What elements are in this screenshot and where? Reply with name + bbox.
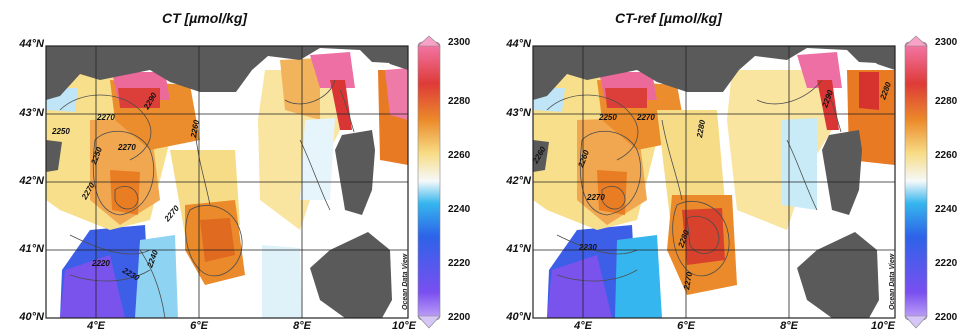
map-title: CT-ref [µmol/kg]: [615, 10, 722, 26]
lat-tick: 40°N: [506, 311, 531, 323]
field-red-tyrrhenian: [859, 72, 879, 110]
lat-tick: 44°N: [506, 38, 531, 50]
field-violet: [547, 255, 612, 318]
land-spain: [533, 140, 549, 172]
colorbar-tick: 2280: [935, 96, 958, 107]
map-panel-ct-ref: CT-ref [µmol/kg]: [487, 0, 960, 336]
colorbar-tick: 2260: [935, 150, 958, 161]
contour-label: 2270: [96, 113, 115, 122]
field-red-north: [605, 88, 647, 108]
contour-label: 2260: [189, 119, 201, 140]
field-pink-tyrrhenian: [385, 68, 408, 120]
field-orange-mid-core: [200, 218, 235, 262]
lon-tick: 6°E: [190, 320, 208, 332]
land-italy: [859, 46, 895, 70]
field-pink-ligurian: [310, 52, 355, 88]
field-red-ligurian: [817, 80, 839, 130]
map-frame: [45, 45, 409, 319]
lon-tick: 4°E: [574, 320, 592, 332]
odv-credit: Ocean Data View: [402, 253, 409, 310]
map-frame: [532, 45, 896, 319]
land-sardinia: [310, 232, 392, 318]
lon-tick: 8°E: [780, 320, 798, 332]
contour-label: 2270: [682, 271, 694, 292]
colorbar-tick: 2300: [935, 37, 958, 48]
contour-label: 2270: [117, 143, 136, 152]
colorbar-tick: 2240: [935, 204, 958, 215]
colorbar-tick: 2300: [448, 37, 471, 48]
field-cyan: [135, 235, 178, 318]
contour-lines: [546, 79, 842, 282]
field-violet: [60, 255, 125, 318]
lat-tick: 41°N: [19, 243, 44, 255]
land-france-coast: [533, 46, 895, 100]
field-yellow-east: [727, 70, 832, 230]
colorbar-tick: 2200: [448, 312, 471, 323]
contour-label: 2250: [598, 113, 617, 122]
contour-label: 2230: [578, 243, 597, 252]
colorbar: [417, 35, 441, 329]
colorbar-tick: 2220: [935, 258, 958, 269]
field-light-cyan-east: [782, 118, 817, 210]
odv-credit: Ocean Data View: [889, 253, 896, 310]
contour-label: 2220: [91, 259, 110, 268]
lat-tick: 43°N: [19, 107, 44, 119]
land-france-coast: [46, 46, 408, 100]
lat-tick: 41°N: [506, 243, 531, 255]
land-sardinia: [797, 232, 879, 318]
lat-tick: 42°N: [506, 175, 531, 187]
field-pink-ligurian: [797, 52, 842, 88]
field-red-mid: [682, 208, 725, 265]
lat-tick: 40°N: [19, 311, 44, 323]
land-corsica: [335, 130, 375, 215]
lon-tick: 8°E: [293, 320, 311, 332]
land-italy: [372, 46, 408, 70]
graticule: [533, 46, 895, 318]
colorbar: [904, 35, 928, 329]
map-canvas: 2260 2250 2270 2280 2260 2270 2290 2230 …: [532, 35, 928, 329]
field-red-ligurian: [330, 80, 352, 130]
land-corsica: [822, 130, 862, 215]
contour-label: 2250: [51, 127, 70, 136]
colorbar-tick: 2200: [935, 312, 958, 323]
lon-tick: 4°E: [87, 320, 105, 332]
field-cyan: [615, 235, 662, 318]
contour-label: 2270: [586, 193, 605, 202]
map-canvas: 2250 2270 2250 2270 2270 2260 2270 2220 …: [45, 35, 441, 329]
lon-tick: 10°E: [392, 320, 416, 332]
contour-label: 2280: [695, 119, 707, 140]
lat-tick: 43°N: [506, 107, 531, 119]
contour-label: 2270: [636, 113, 655, 122]
land-spain: [46, 140, 62, 172]
lat-tick: 44°N: [19, 38, 44, 50]
colorbar-tick: 2260: [448, 150, 471, 161]
map-panel-ct: CT [µmol/kg]: [19, 10, 471, 332]
colorbar-tick: 2240: [448, 204, 471, 215]
graticule: [46, 46, 408, 318]
colorbar-tick: 2220: [448, 258, 471, 269]
field-orange-core: [110, 170, 140, 215]
field-orange-east: [280, 58, 320, 120]
lon-tick: 10°E: [871, 320, 895, 332]
map-title: CT [µmol/kg]: [162, 10, 248, 26]
colorbar-tick: 2280: [448, 96, 471, 107]
lat-tick: 42°N: [19, 175, 44, 187]
field-red-north: [118, 88, 160, 108]
field-cyan-2: [262, 245, 302, 318]
lon-tick: 6°E: [677, 320, 695, 332]
field-light-cyan-east: [300, 118, 335, 200]
